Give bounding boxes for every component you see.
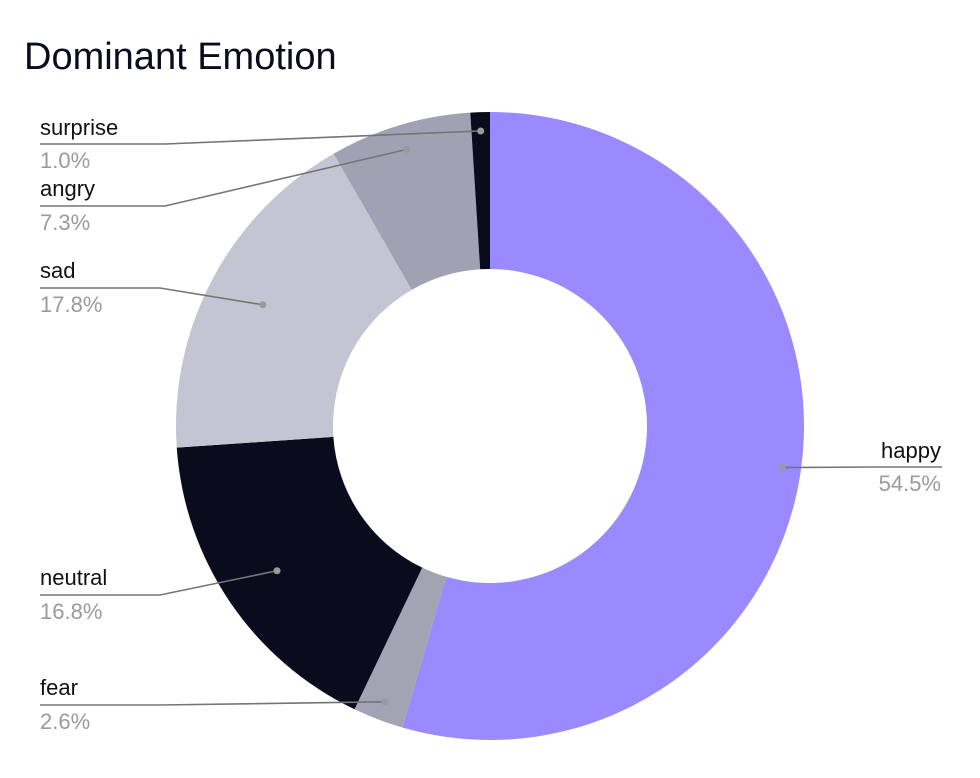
leader-line-happy bbox=[782, 466, 942, 469]
slice-label-happy: happy bbox=[881, 438, 941, 463]
leader-line-fear bbox=[40, 700, 385, 706]
slice-pct-sad: 17.8% bbox=[40, 292, 102, 317]
donut-slices bbox=[176, 112, 805, 741]
slice-label-surprise: surprise bbox=[40, 115, 118, 140]
slice-neutral[interactable] bbox=[176, 436, 423, 710]
slice-labels: happy 54.5% fear 2.6% neutral 16.8% sad 17.8% an… bbox=[40, 115, 942, 734]
slice-label-fear: fear bbox=[40, 675, 78, 700]
leader-line-sad bbox=[40, 287, 263, 306]
slice-pct-happy: 54.5% bbox=[879, 471, 941, 496]
chart-title: Dominant Emotion bbox=[24, 36, 337, 78]
slice-sad[interactable] bbox=[176, 153, 412, 448]
slice-label-angry: angry bbox=[40, 176, 95, 201]
leader-dot-sad bbox=[259, 301, 267, 309]
slice-pct-surprise: 1.0% bbox=[40, 148, 90, 173]
slice-surprise[interactable] bbox=[470, 112, 490, 270]
leader-dot-surprise bbox=[477, 127, 485, 135]
leader-line-angry bbox=[40, 148, 407, 207]
leader-dot-happy bbox=[778, 464, 786, 472]
slice-fear[interactable] bbox=[354, 567, 447, 728]
slice-label-neutral: neutral bbox=[40, 565, 107, 590]
leader-dot-fear bbox=[381, 698, 389, 706]
slice-pct-angry: 7.3% bbox=[40, 210, 90, 235]
slice-happy[interactable] bbox=[402, 112, 805, 741]
slice-angry[interactable] bbox=[333, 112, 481, 290]
slice-label-sad: sad bbox=[40, 258, 75, 283]
leader-line-neutral bbox=[40, 569, 278, 596]
slice-pct-fear: 2.6% bbox=[40, 709, 90, 734]
leader-dot-angry bbox=[403, 145, 411, 153]
leader-line-surprise bbox=[40, 130, 481, 145]
slice-pct-neutral: 16.8% bbox=[40, 599, 102, 624]
leader-dot-neutral bbox=[273, 567, 281, 575]
